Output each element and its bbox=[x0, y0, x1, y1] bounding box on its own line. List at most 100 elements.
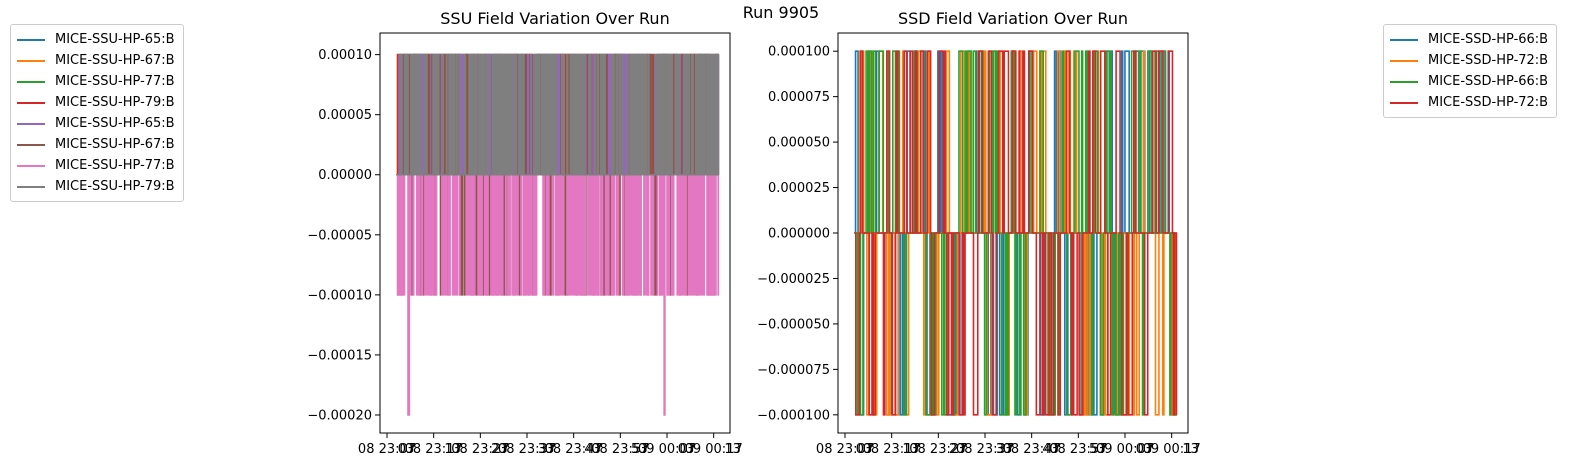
x-tick-label: 08 23:17 bbox=[863, 442, 921, 457]
x-tick-label-overlap: 03 bbox=[856, 442, 873, 457]
ssd-legend: MICE-SSD-HP-66:B MICE-SSD-HP-72:B MICE-SSD… bbox=[1383, 24, 1558, 118]
y-tick-label: 0.000050 bbox=[768, 136, 830, 151]
x-tick-label: 08 23:27 bbox=[909, 442, 967, 457]
x-tick-label: 08 23:57 bbox=[591, 442, 649, 457]
x-tick-label-overlap: 13 bbox=[724, 442, 741, 457]
legend-label: MICE-SSU-HP-67:B bbox=[55, 53, 175, 68]
legend-swatch bbox=[17, 101, 45, 104]
legend-item: MICE-SSD-HP-72:B bbox=[1390, 92, 1548, 113]
legend-label: MICE-SSU-HP-77:B bbox=[55, 158, 175, 173]
x-tick-label-overlap: 33 bbox=[538, 442, 555, 457]
ssu-chart-title: SSU Field Variation Over Run bbox=[440, 9, 669, 28]
y-tick-label: −0.00010 bbox=[307, 288, 372, 303]
figure-suptitle: Run 9905 bbox=[742, 3, 820, 22]
x-tick-label: 08 23:37 bbox=[956, 442, 1014, 457]
legend-label: MICE-SSU-HP-65:B bbox=[55, 116, 175, 131]
y-tick-label: 0.000100 bbox=[768, 45, 830, 60]
x-tick-label-overlap: 13 bbox=[444, 442, 461, 457]
x-tick-label-overlap: 13 bbox=[902, 442, 919, 457]
ssu-axes-frame bbox=[379, 32, 731, 434]
legend-swatch bbox=[17, 80, 45, 83]
x-tick-label-overlap: 23 bbox=[491, 442, 508, 457]
x-tick-label-overlap: 33 bbox=[996, 442, 1013, 457]
legend-item: MICE-SSU-HP-77:B bbox=[17, 155, 175, 176]
y-tick-label: 0.00010 bbox=[318, 48, 372, 63]
legend-swatch bbox=[17, 38, 45, 41]
x-tick-label: 08 23:47 bbox=[545, 442, 603, 457]
y-tick-label: 0.000025 bbox=[768, 181, 830, 196]
ssu-series-layer bbox=[396, 53, 720, 416]
x-tick-label-overlap: 03 bbox=[678, 442, 695, 457]
legend-item: MICE-SSU-HP-79:B bbox=[17, 92, 175, 113]
y-tick-label: −0.00005 bbox=[307, 228, 372, 243]
legend-swatch bbox=[17, 164, 45, 167]
legend-item: MICE-SSD-HP-72:B bbox=[1390, 50, 1548, 71]
legend-item: MICE-SSD-HP-66:B bbox=[1390, 29, 1548, 50]
ssu-legend: MICE-SSU-HP-65:B MICE-SSU-HP-67:B MICE-SSU… bbox=[10, 24, 184, 202]
x-tick-label: 08 23:57 bbox=[1049, 442, 1107, 457]
legend-item: MICE-SSD-HP-66:B bbox=[1390, 71, 1548, 92]
legend-label: MICE-SSU-HP-65:B bbox=[55, 32, 175, 47]
legend-swatch bbox=[17, 122, 45, 125]
x-tick-label-overlap: 43 bbox=[584, 442, 601, 457]
legend-swatch bbox=[1390, 38, 1418, 41]
legend-item: MICE-SSU-HP-79:B bbox=[17, 176, 175, 197]
y-tick-label: −0.000100 bbox=[757, 408, 830, 423]
ssd-chart-title: SSD Field Variation Over Run bbox=[898, 9, 1128, 28]
x-tick-label-overlap: 43 bbox=[1042, 442, 1059, 457]
legend-item: MICE-SSU-HP-77:B bbox=[17, 71, 175, 92]
legend-item: MICE-SSU-HP-67:B bbox=[17, 50, 175, 71]
ssd-ticks-layer: 0.000100 0.000075 0.000050 0.000025 0.000000… bbox=[757, 45, 1201, 457]
ssu-chart: 0.00010 0.00005 0.00000 −0.00005 −0.00010 −0.… bbox=[307, 9, 742, 457]
legend-item: MICE-SSU-HP-65:B bbox=[17, 113, 175, 134]
y-tick-label: −0.000025 bbox=[757, 272, 830, 287]
x-tick-label: 08 23:27 bbox=[451, 442, 509, 457]
x-tick-label: 08 23:37 bbox=[498, 442, 556, 457]
legend-label: MICE-SSD-HP-66:B bbox=[1428, 32, 1549, 47]
x-tick-label-overlap: 53 bbox=[1089, 442, 1106, 457]
x-tick-label: 09 00:17 bbox=[1143, 442, 1201, 457]
x-tick-label: 09 00:17 bbox=[685, 442, 743, 457]
legend-label: MICE-SSU-HP-67:B bbox=[55, 137, 175, 152]
y-tick-label: −0.000050 bbox=[757, 317, 830, 332]
y-tick-label: 0.00005 bbox=[318, 108, 372, 123]
legend-item: MICE-SSU-HP-67:B bbox=[17, 134, 175, 155]
ssu-series-line bbox=[396, 173, 720, 416]
x-tick-label: 09 00:07 bbox=[1096, 442, 1154, 457]
x-tick-label-overlap: 13 bbox=[1182, 442, 1199, 457]
x-tick-label-overlap: 23 bbox=[949, 442, 966, 457]
y-tick-label: −0.00015 bbox=[307, 348, 372, 363]
y-tick-label: −0.000075 bbox=[757, 363, 830, 378]
legend-label: MICE-SSU-HP-79:B bbox=[55, 95, 175, 110]
ssd-chart: 0.000100 0.000075 0.000050 0.000025 0.000000… bbox=[757, 9, 1201, 457]
ssd-series-layer bbox=[854, 50, 1178, 416]
y-tick-label: −0.00020 bbox=[307, 408, 372, 423]
x-tick-label: 08 23:07 bbox=[358, 442, 416, 457]
y-tick-label: 0.00000 bbox=[318, 168, 372, 183]
y-tick-label: 0.000075 bbox=[768, 90, 830, 105]
y-tick-label: 0.000000 bbox=[768, 227, 830, 242]
x-tick-label: 09 00:07 bbox=[638, 442, 696, 457]
legend-swatch bbox=[17, 185, 45, 188]
x-tick-label: 08 23:47 bbox=[1003, 442, 1061, 457]
legend-label: MICE-SSD-HP-72:B bbox=[1428, 95, 1549, 110]
legend-label: MICE-SSU-HP-79:B bbox=[55, 179, 175, 194]
ssu-ticks-layer: 0.00010 0.00005 0.00000 −0.00005 −0.00010 −0.… bbox=[307, 48, 742, 457]
legend-swatch bbox=[1390, 80, 1418, 83]
ssu-series-line bbox=[396, 53, 720, 176]
legend-label: MICE-SSU-HP-77:B bbox=[55, 74, 175, 89]
ssd-series-line bbox=[854, 50, 1178, 416]
legend-swatch bbox=[1390, 59, 1418, 62]
legend-label: MICE-SSD-HP-66:B bbox=[1428, 74, 1549, 89]
x-tick-label: 08 23:07 bbox=[816, 442, 874, 457]
x-tick-label-overlap: 03 bbox=[398, 442, 415, 457]
legend-item: MICE-SSU-HP-65:B bbox=[17, 29, 175, 50]
legend-swatch bbox=[17, 59, 45, 62]
legend-swatch bbox=[1390, 101, 1418, 104]
legend-label: MICE-SSD-HP-72:B bbox=[1428, 53, 1549, 68]
x-tick-label: 08 23:17 bbox=[405, 442, 463, 457]
x-tick-label-overlap: 03 bbox=[1136, 442, 1153, 457]
x-tick-label-overlap: 53 bbox=[631, 442, 648, 457]
legend-swatch bbox=[17, 143, 45, 146]
